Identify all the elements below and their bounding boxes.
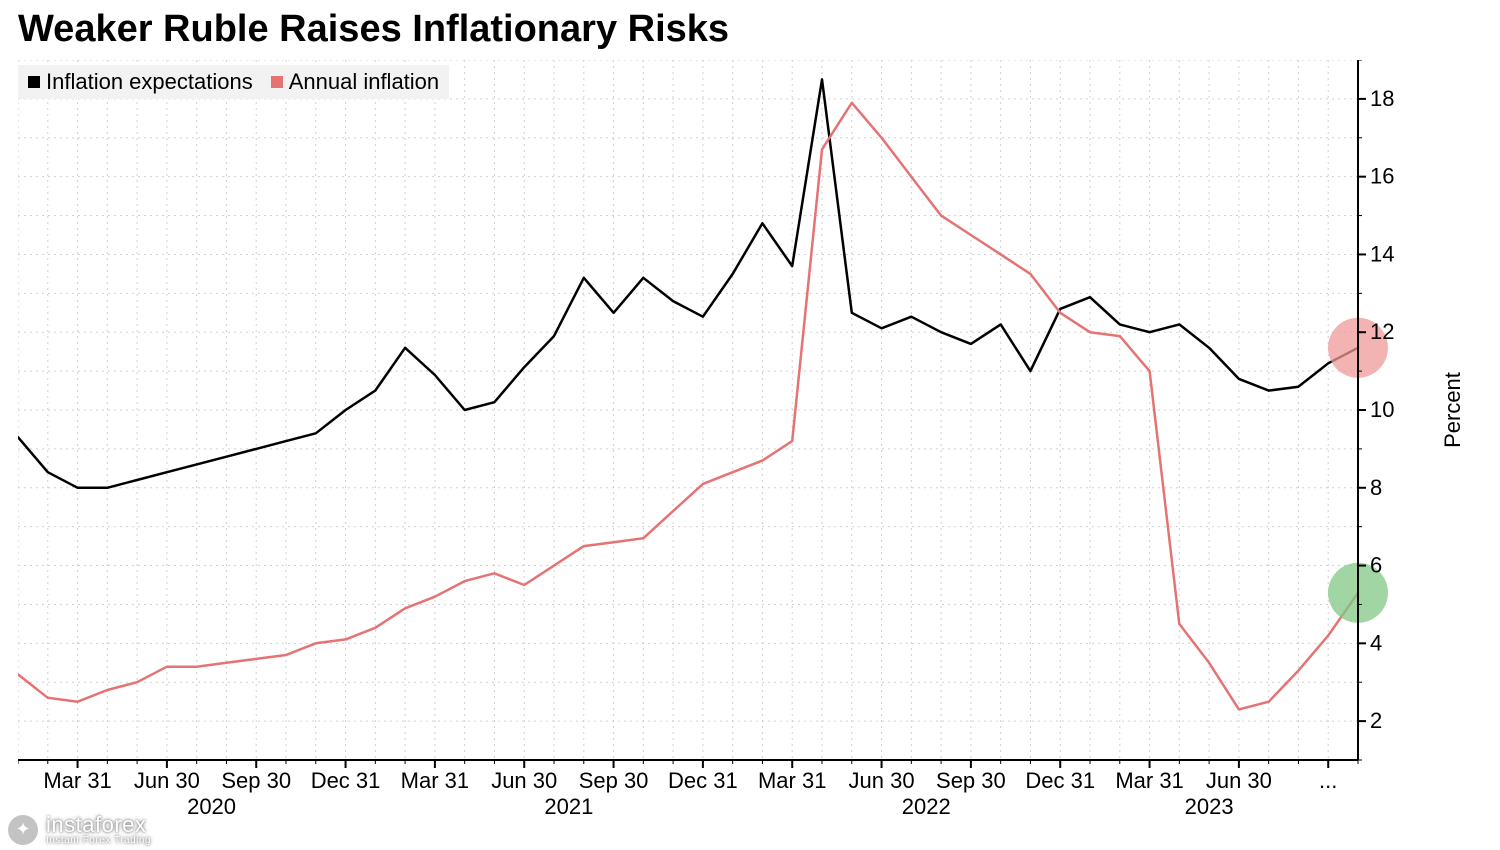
x-tick-label: Jun 30: [134, 768, 200, 793]
watermark-sub: Instant Forex Trading: [46, 836, 151, 846]
watermark: instaforex Instant Forex Trading: [8, 814, 151, 846]
x-tick-label: ...: [1319, 768, 1337, 793]
legend: Inflation expectations Annual inflation: [18, 65, 449, 99]
x-tick-label: Dec 31: [668, 768, 738, 793]
x-tick-label: Mar 31: [758, 768, 826, 793]
legend-swatch-icon: [271, 76, 283, 88]
y-tick-label: 14: [1370, 241, 1394, 266]
x-tick-label: Jun 30: [849, 768, 915, 793]
x-tick-label: Mar 31: [43, 768, 111, 793]
series-annual_inflation: [18, 103, 1358, 710]
x-year-label: 2021: [544, 794, 593, 819]
x-tick-label: Dec 31: [1025, 768, 1095, 793]
chart-title: Weaker Ruble Raises Inflationary Risks: [18, 8, 729, 51]
x-tick-label: Sep 30: [936, 768, 1006, 793]
y-tick-label: 16: [1370, 164, 1394, 189]
legend-swatch-icon: [28, 76, 40, 88]
y-axis-label: Percent: [1440, 372, 1465, 448]
x-tick-label: Jun 30: [1206, 768, 1272, 793]
legend-label: Inflation expectations: [46, 69, 253, 95]
y-tick-label: 10: [1370, 397, 1394, 422]
x-tick-label: Dec 31: [311, 768, 381, 793]
legend-item-expectations: Inflation expectations: [28, 69, 253, 95]
y-tick-label: 8: [1370, 475, 1382, 500]
x-year-label: 2023: [1185, 794, 1234, 819]
watermark-main: instaforex: [46, 814, 151, 836]
legend-label: Annual inflation: [289, 69, 439, 95]
x-year-label: 2022: [902, 794, 951, 819]
chart-plot-area: 2 4 6 8 10 12 14 16 18 Percent Mar 31 Jun 30 Sep 30 D…: [18, 60, 1478, 840]
x-year-label: 2020: [187, 794, 236, 819]
instaforex-logo-icon: [8, 815, 38, 845]
x-tick-label: Mar 31: [401, 768, 469, 793]
chart-svg: 2 4 6 8 10 12 14 16 18 Percent Mar 31 Jun 30 Sep 30 D…: [18, 60, 1478, 840]
y-tick-label: 6: [1370, 553, 1382, 578]
y-tick-label: 2: [1370, 708, 1382, 733]
x-tick-label: Mar 31: [1115, 768, 1183, 793]
x-tick-label: Sep 30: [579, 768, 649, 793]
y-tick-label: 18: [1370, 86, 1394, 111]
x-tick-label: Sep 30: [221, 768, 291, 793]
x-tick-label: Jun 30: [491, 768, 557, 793]
y-tick-label: 4: [1370, 630, 1382, 655]
y-tick-label: 12: [1370, 319, 1394, 344]
legend-item-annual-inflation: Annual inflation: [271, 69, 439, 95]
